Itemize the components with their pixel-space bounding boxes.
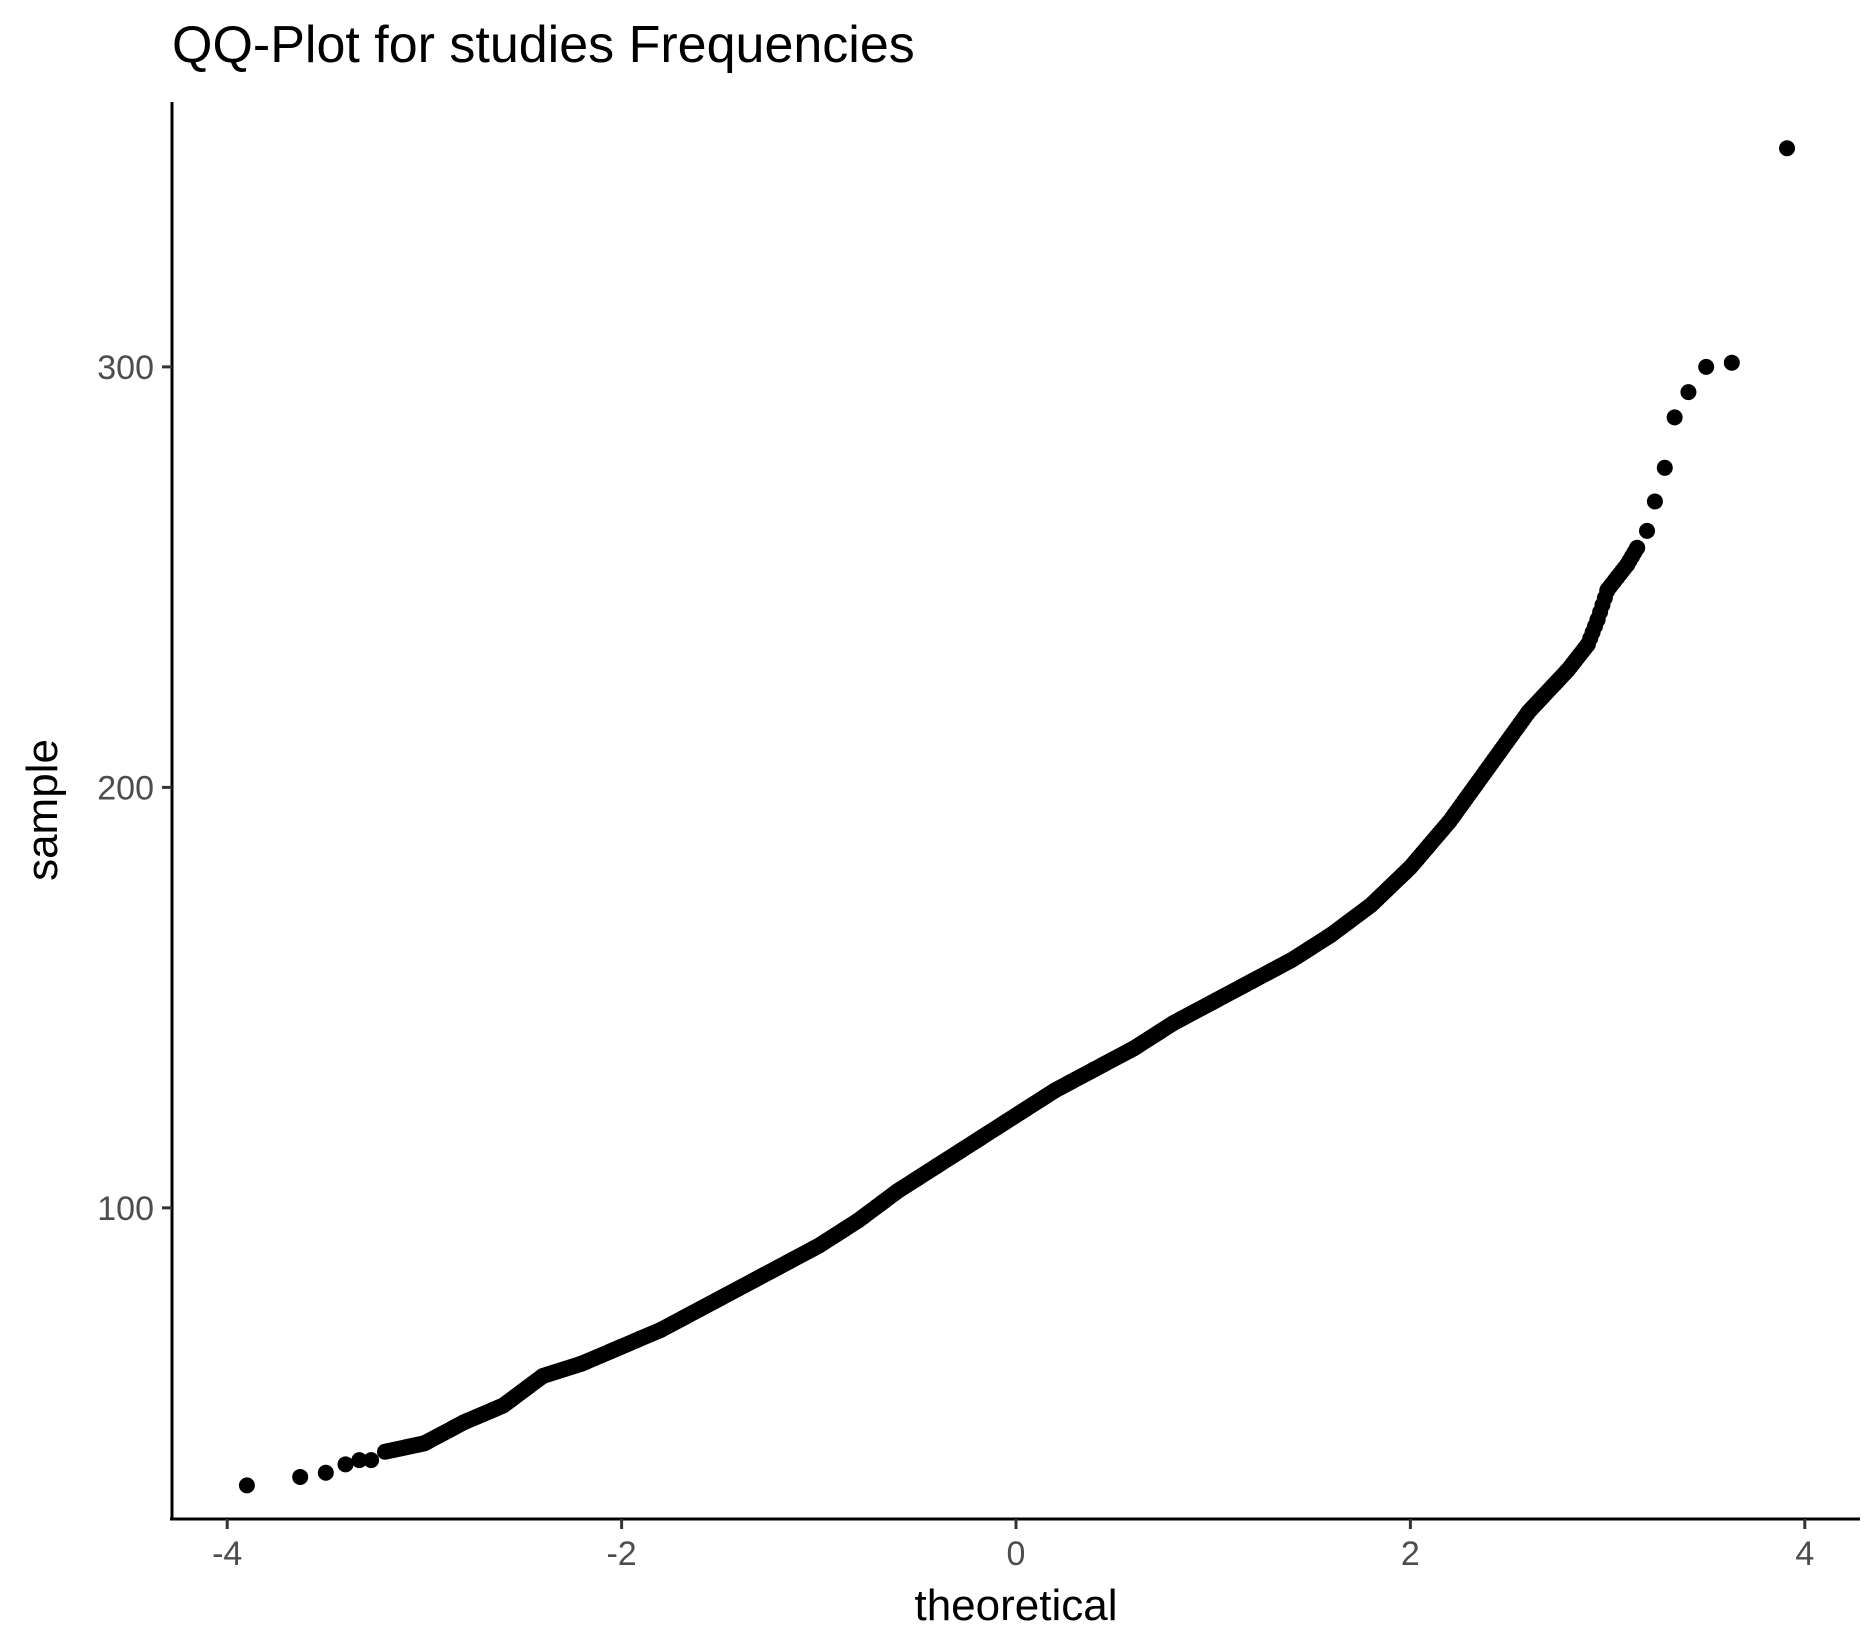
x-tick-label: -2	[606, 1535, 636, 1573]
qq-point	[1698, 358, 1715, 375]
x-tick-label: 0	[1007, 1535, 1026, 1573]
qq-point	[1629, 539, 1646, 556]
qq-point	[1646, 493, 1663, 510]
qq-point	[1639, 522, 1656, 539]
y-axis-title: sample	[18, 739, 67, 881]
x-tick-label: 4	[1795, 1535, 1814, 1573]
y-tick-label: 300	[97, 349, 154, 387]
qq-point	[1656, 459, 1673, 476]
x-tick-label: 2	[1401, 1535, 1420, 1573]
qq-points	[238, 140, 1796, 1494]
qq-point	[238, 1477, 255, 1494]
qq-point	[1666, 409, 1683, 426]
qq-point	[363, 1452, 380, 1469]
qq-point	[1680, 384, 1697, 401]
y-axis-ticks: 100 200 300	[97, 349, 172, 1228]
x-tick-label: -4	[212, 1535, 242, 1573]
y-tick-label: 100	[97, 1190, 154, 1228]
qq-point	[1723, 354, 1740, 371]
qq-point	[351, 1452, 368, 1469]
qq-point	[292, 1468, 309, 1485]
x-axis-ticks: -4 -2 0 2 4	[212, 1519, 1814, 1573]
x-axis-title: theoretical	[914, 1581, 1117, 1630]
y-tick-label: 200	[97, 769, 154, 807]
qq-point	[337, 1456, 354, 1473]
chart-title: QQ-Plot for studies Frequencies	[172, 16, 915, 74]
qq-point	[1779, 140, 1796, 157]
qq-point	[317, 1464, 334, 1481]
